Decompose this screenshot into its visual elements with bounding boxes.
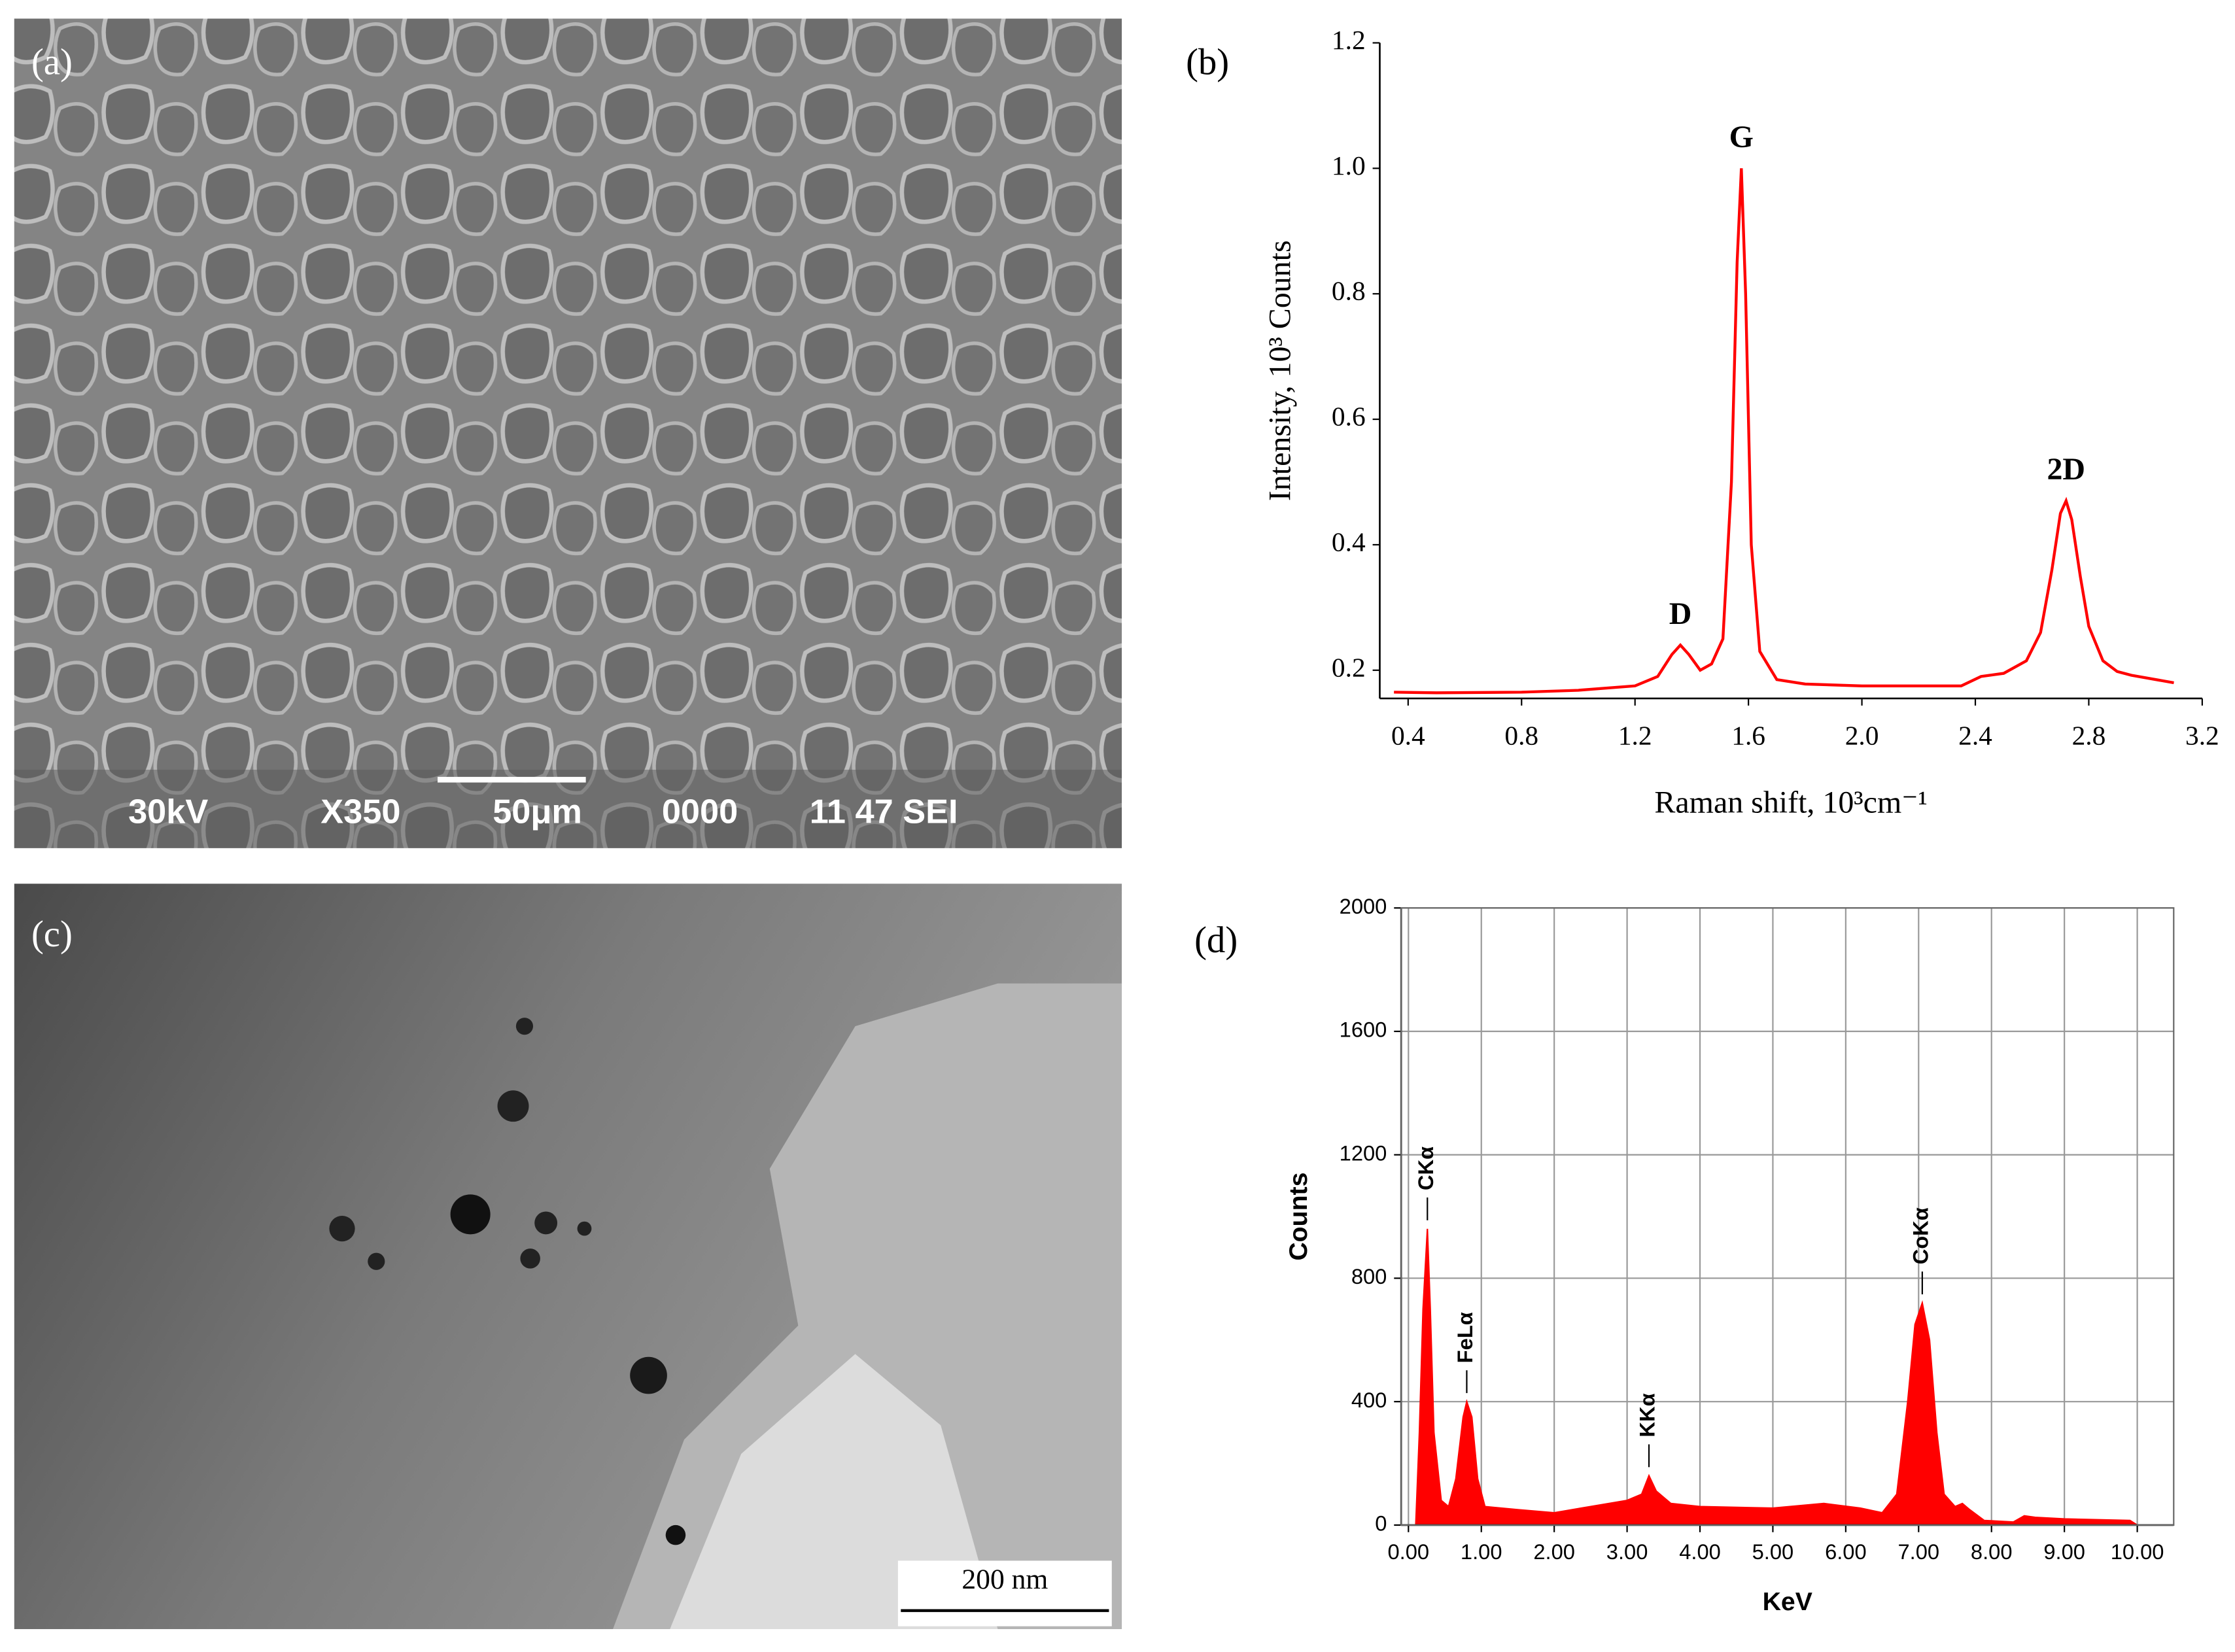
x-tick-label: 8.00 xyxy=(1971,1540,2013,1564)
x-tick-label: 4.00 xyxy=(1679,1540,1721,1564)
plot-frame xyxy=(1400,907,2175,1526)
x-tick-label: 9.00 xyxy=(2043,1540,2085,1564)
x-tick-label: 3.2 xyxy=(2185,720,2219,750)
peak-label: 2D xyxy=(2047,452,2085,487)
x-tick-label: 3.00 xyxy=(1606,1540,1648,1564)
y-tick-label: 1.0 xyxy=(1332,150,1366,181)
x-tick-label: 2.8 xyxy=(2072,720,2106,750)
y-tick-label: 0.8 xyxy=(1332,276,1366,306)
x-tick-label: 7.00 xyxy=(1898,1540,1940,1564)
y-tick-label: 400 xyxy=(1351,1388,1387,1412)
spectrum-area xyxy=(1415,1228,2140,1526)
x-tick-label: 6.00 xyxy=(1825,1540,1867,1564)
sem-image: (a) 30kV X350 50μm 0000 11 47 SEI xyxy=(14,18,1122,848)
tem-image: 200 nm (c) xyxy=(14,884,1122,1629)
sem-info: 0000 xyxy=(662,793,738,831)
scale-label: 200 nm xyxy=(962,1564,1048,1595)
x-tick-label: 0.8 xyxy=(1504,720,1538,750)
y-tick-label: 1200 xyxy=(1340,1141,1387,1165)
y-tick-label: 2000 xyxy=(1340,894,1387,918)
x-tick-label: 0.4 xyxy=(1391,720,1425,750)
y-tick-label: 1600 xyxy=(1340,1018,1387,1042)
sem-info: 50μm xyxy=(493,793,582,831)
x-tick-label: 2.0 xyxy=(1845,720,1879,750)
panel-label: (d) xyxy=(1194,920,1238,961)
sem-info: 11 47 SEI xyxy=(810,793,958,831)
y-axis-label: Intensity, 10³ Counts xyxy=(1262,240,1297,501)
peak-label: CoKα xyxy=(1908,1207,1932,1264)
y-tick-label: 0.4 xyxy=(1332,526,1366,557)
y-axis-label: Counts xyxy=(1284,1173,1313,1261)
x-tick-label: 1.6 xyxy=(1731,720,1765,750)
x-tick-label: 5.00 xyxy=(1752,1540,1794,1564)
y-tick-label: 1.2 xyxy=(1332,25,1366,55)
x-tick-label: 2.4 xyxy=(1958,720,1992,750)
y-tick-label: 0.6 xyxy=(1332,402,1366,432)
x-tick-label: 0.00 xyxy=(1388,1540,1430,1564)
panel-label: (b) xyxy=(1186,42,1229,82)
x-tick-label: 1.2 xyxy=(1618,720,1652,750)
x-axis-label: Raman shift, 10³cm⁻¹ xyxy=(1654,785,1928,819)
peak-label: FeLα xyxy=(1453,1312,1477,1363)
y-tick-label: 0.2 xyxy=(1332,652,1366,682)
chart: (b) Intensity, 10³ Counts Raman shift, 10³… xyxy=(1186,25,2219,819)
x-tick-label: 10.00 xyxy=(2111,1540,2164,1564)
x-tick-label: 2.00 xyxy=(1533,1540,1575,1564)
panel-label: (c) xyxy=(31,914,73,955)
y-tick-label: 800 xyxy=(1351,1264,1387,1288)
panel-label: (a) xyxy=(31,42,73,82)
x-tick-label: 1.00 xyxy=(1461,1540,1502,1564)
chart: (d) Counts KeV 0 400 800 1200 1600 2000 0.00 1.00 2… xyxy=(1194,894,2175,1616)
peak-label: KKα xyxy=(1635,1393,1659,1437)
x-axis-label: KeV xyxy=(1763,1587,1812,1616)
sem-info: X350 xyxy=(321,793,400,831)
spectrum-line xyxy=(1394,168,2174,695)
peak-label: D xyxy=(1669,596,1692,631)
peak-label: G xyxy=(1729,120,1754,154)
sem-info: 30kV xyxy=(128,793,208,831)
peak-label: CKα xyxy=(1413,1146,1438,1190)
y-tick-label: 0 xyxy=(1375,1511,1387,1536)
